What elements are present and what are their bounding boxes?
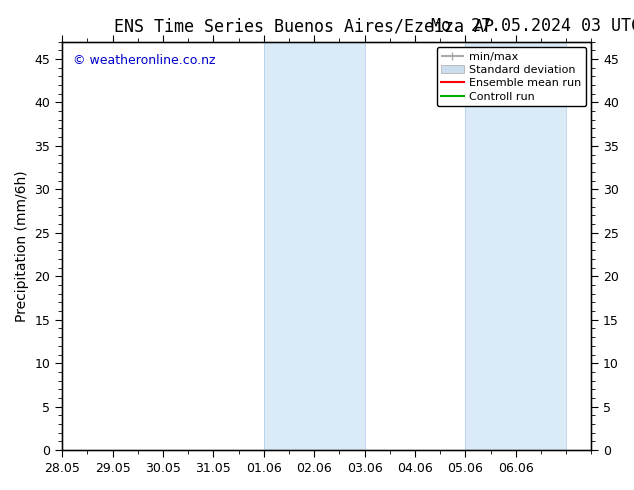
Y-axis label: Precipitation (mm/6h): Precipitation (mm/6h) <box>15 170 29 321</box>
Legend: min/max, Standard deviation, Ensemble mean run, Controll run: min/max, Standard deviation, Ensemble me… <box>437 47 586 106</box>
Text: Mo. 27.05.2024 03 UTC: Mo. 27.05.2024 03 UTC <box>431 17 634 35</box>
Bar <box>264 42 365 450</box>
Text: © weatheronline.co.nz: © weatheronline.co.nz <box>73 54 216 67</box>
Bar <box>465 42 566 450</box>
Text: ENS Time Series Buenos Aires/Ezeiza AP: ENS Time Series Buenos Aires/Ezeiza AP <box>114 17 494 35</box>
